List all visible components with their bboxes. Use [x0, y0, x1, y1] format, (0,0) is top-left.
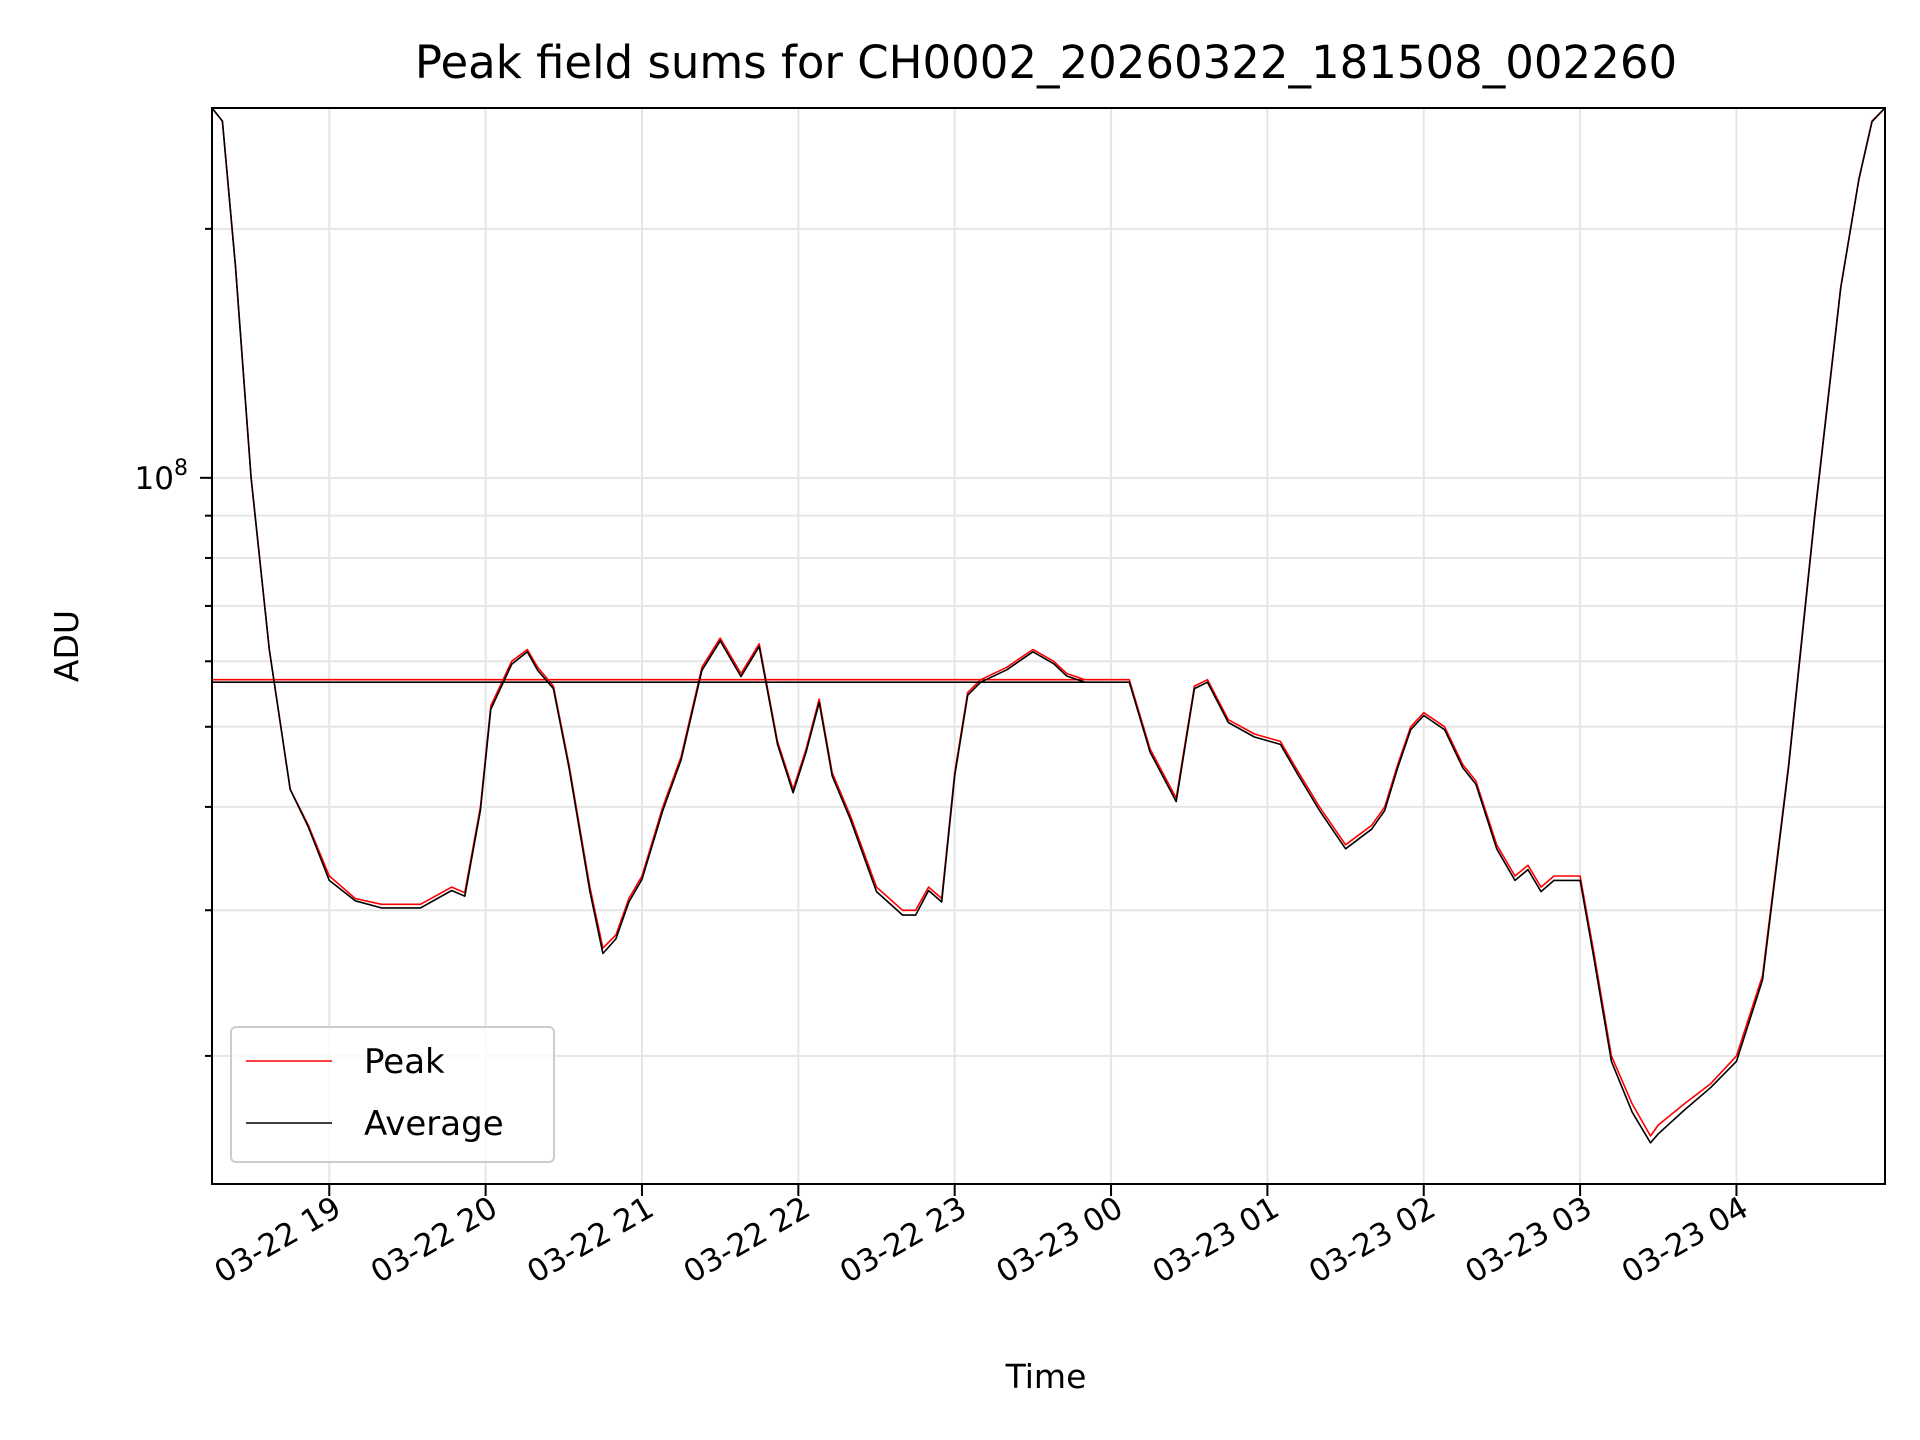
legend-label-average: Average — [364, 1104, 504, 1144]
y-axis-label: ADU — [47, 610, 86, 682]
legend: Peak Average — [230, 1026, 555, 1163]
plot-frame — [211, 107, 1886, 1185]
series-line-peak — [212, 108, 1885, 1137]
series-line-average — [212, 108, 1885, 1144]
plot-series — [212, 108, 1885, 1144]
y-tick-label: 108 — [135, 456, 188, 497]
chart-title: Peak field sums for CH0002_20260322_1815… — [415, 36, 1677, 89]
x-axis-label: Time — [1005, 1357, 1087, 1396]
y-axis-ticks: 108 — [135, 227, 212, 1057]
legend-label-peak: Peak — [364, 1042, 445, 1082]
